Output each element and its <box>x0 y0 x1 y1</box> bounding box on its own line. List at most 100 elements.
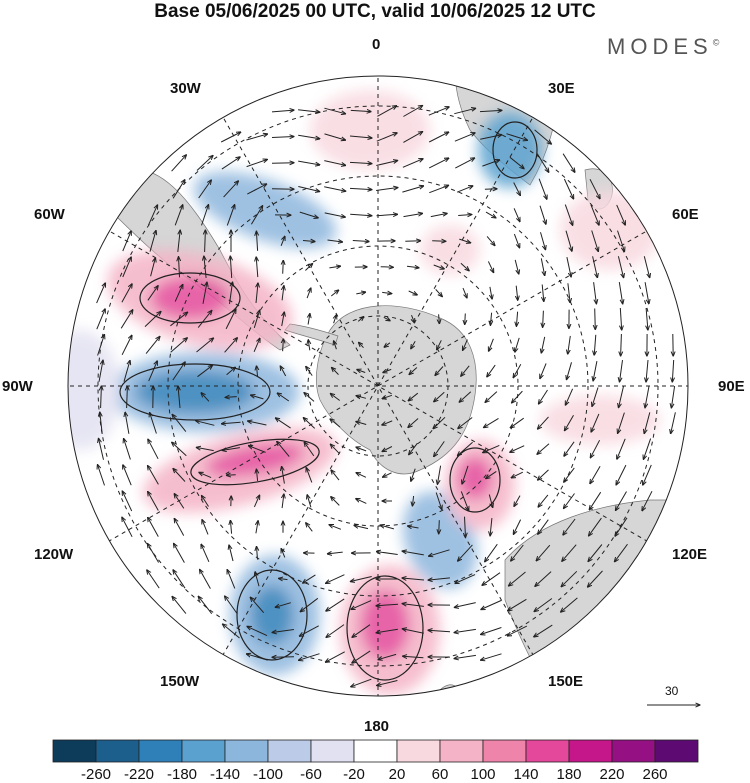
lon-label-0: 0 <box>372 36 381 53</box>
colorbar-tick-label: -140 <box>209 766 241 783</box>
wind-vector-arrow <box>173 469 186 482</box>
colorbar-swatch <box>181 739 226 763</box>
colorbar-tick-label: -20 <box>343 766 365 783</box>
colorbar-tick-label: -60 <box>300 766 322 783</box>
wind-vector-arrow <box>541 336 546 353</box>
wind-vector-arrow <box>565 415 574 430</box>
wind-vector-arrow <box>534 624 553 637</box>
wind-vector-arrow <box>454 133 475 142</box>
wind-vector-arrow <box>403 656 424 658</box>
wind-vector-arrow <box>125 412 130 434</box>
colorbar-swatch <box>267 739 312 763</box>
wind-vector-arrow <box>384 342 391 347</box>
wind-vector-arrow <box>564 204 572 226</box>
wind-vector-arrow <box>148 361 158 382</box>
wind-vector-arrow <box>256 469 257 481</box>
wind-vector-arrow <box>455 574 476 584</box>
wind-vector-arrow <box>98 465 105 486</box>
wind-vector-arrow <box>487 261 493 272</box>
wind-vector-arrow <box>356 473 367 478</box>
wind-vector-arrow <box>591 413 600 432</box>
wind-vector-arrow <box>201 393 210 402</box>
anomaly-neg-core-2 <box>250 585 294 645</box>
wind-vector-arrow <box>428 578 450 580</box>
wind-vector-arrow <box>510 417 524 428</box>
wind-vector-arrow <box>298 110 320 112</box>
anomaly-pos-center-ne <box>420 225 480 275</box>
wind-vector-arrow <box>324 212 346 217</box>
wind-vector-arrow <box>509 571 526 586</box>
wind-vector-arrow <box>403 106 422 117</box>
wind-vector-arrow <box>619 386 624 407</box>
colorbar-swatch <box>482 739 527 763</box>
wind-vector-arrow <box>148 492 159 511</box>
wind-vector-arrow <box>402 159 423 168</box>
wind-vector-arrow <box>230 256 231 279</box>
wind-vector-arrow <box>306 523 313 532</box>
wind-vector-arrow <box>172 180 185 199</box>
wind-vector-arrow <box>402 604 424 607</box>
wind-vector-arrow <box>356 499 367 504</box>
wind-vector-arrow <box>590 204 599 225</box>
wind-vector-arrow <box>148 439 159 460</box>
wind-vector-arrow <box>147 570 160 589</box>
wind-vector-arrow <box>251 395 264 400</box>
wind-vector-arrow <box>588 544 603 562</box>
wind-vector-arrow <box>643 464 652 485</box>
reference-vector-label: 30 <box>665 684 679 698</box>
wind-vector-arrow <box>617 438 626 459</box>
wind-vector-arrow <box>148 205 158 226</box>
wind-vector-arrow <box>352 650 371 663</box>
wind-vector-arrow <box>204 256 206 278</box>
wind-vector-arrow <box>282 286 284 301</box>
wind-vector-arrow <box>178 230 180 252</box>
wind-vector-arrow <box>331 497 340 506</box>
wind-vector-arrow <box>642 490 653 511</box>
wind-vector-arrow <box>435 289 443 296</box>
wind-vector-arrow <box>173 570 186 589</box>
wind-vector-arrow <box>534 598 553 612</box>
wind-vector-arrow <box>483 444 500 452</box>
wind-vector-arrow <box>463 339 468 351</box>
wind-vector-arrow <box>202 520 209 535</box>
wind-vector-arrow <box>174 494 185 509</box>
wind-vector-arrow <box>299 211 318 218</box>
wind-vector-arrow <box>457 441 473 455</box>
wind-vector-arrow <box>171 155 187 172</box>
wind-vector-arrow <box>124 439 131 460</box>
colorbar-swatch <box>396 739 441 763</box>
wind-vector-arrow <box>97 335 105 356</box>
wind-vector-arrow <box>351 678 372 687</box>
wind-vector-arrow <box>481 627 502 635</box>
lon-label-60w: 60W <box>34 206 65 223</box>
wind-vector-arrow <box>377 680 398 686</box>
wind-vector-arrow <box>428 630 451 632</box>
wind-vector-arrow <box>271 163 294 164</box>
wind-vector-arrow <box>376 133 397 142</box>
lon-label-150e: 150E <box>548 673 584 690</box>
wind-vector-arrow <box>127 386 128 409</box>
wind-vector-arrow <box>202 496 209 507</box>
wind-vector-arrow <box>540 363 547 378</box>
lon-label-120e: 120E <box>672 546 708 563</box>
wind-vector-arrow <box>277 441 290 457</box>
wind-vector-arrow <box>434 441 445 456</box>
wind-vector-arrow <box>275 602 291 608</box>
wind-vector-arrow <box>542 284 544 302</box>
colorbar-swatch <box>138 739 183 763</box>
wind-vector-arrow <box>299 653 320 661</box>
wind-vector-arrow <box>174 543 185 563</box>
wind-vector-arrow <box>485 211 496 218</box>
wind-vector-arrow <box>256 231 257 251</box>
wind-vector-arrow <box>383 369 392 372</box>
wind-vector-arrow <box>592 387 599 407</box>
wind-vector-arrow <box>565 388 574 405</box>
wind-vector-arrow <box>279 578 288 579</box>
wind-vector-arrow <box>144 311 161 327</box>
wind-vector-arrow <box>380 525 395 530</box>
wind-vector-arrow <box>330 419 341 428</box>
wind-vector-arrow <box>329 266 340 268</box>
wind-vector-arrow <box>298 134 320 139</box>
wind-vector-arrow <box>377 106 396 117</box>
wind-vector-arrow <box>645 386 650 408</box>
